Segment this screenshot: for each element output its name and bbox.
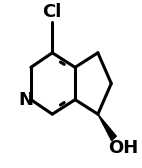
Text: Cl: Cl bbox=[43, 3, 62, 21]
Text: OH: OH bbox=[108, 139, 138, 157]
Polygon shape bbox=[98, 114, 116, 141]
Text: N: N bbox=[18, 91, 33, 109]
